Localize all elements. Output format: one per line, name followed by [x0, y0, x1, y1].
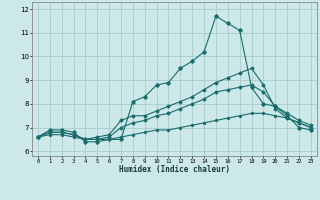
X-axis label: Humidex (Indice chaleur): Humidex (Indice chaleur) [119, 165, 230, 174]
